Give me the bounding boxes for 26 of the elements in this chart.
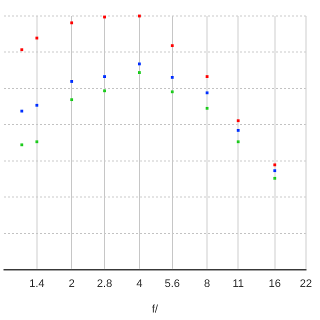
point [138, 71, 141, 74]
point [103, 89, 106, 92]
point [206, 75, 208, 78]
point [35, 36, 38, 40]
point [103, 16, 106, 18]
point [206, 106, 208, 110]
point [70, 80, 74, 83]
point [103, 75, 106, 78]
point [138, 14, 141, 18]
x-tick-label: 2.8 [96, 278, 112, 290]
x-tick-label: 2 [68, 278, 75, 290]
point [206, 91, 208, 94]
point [70, 21, 74, 24]
point [35, 140, 38, 144]
point [170, 76, 174, 79]
x-tick-label: 22 [300, 278, 312, 290]
x-tick-label: 16 [268, 278, 281, 290]
x-tick-label: 5.6 [164, 278, 180, 290]
x-tick-label: 1.4 [29, 278, 45, 290]
x-tick-label: 4 [136, 278, 142, 290]
x-tick-label: 8 [204, 278, 210, 290]
x-tick-label: 11 [232, 278, 244, 290]
point [273, 163, 276, 166]
point [138, 62, 141, 66]
x-axis-title: f/ [152, 303, 159, 316]
point [35, 104, 38, 107]
